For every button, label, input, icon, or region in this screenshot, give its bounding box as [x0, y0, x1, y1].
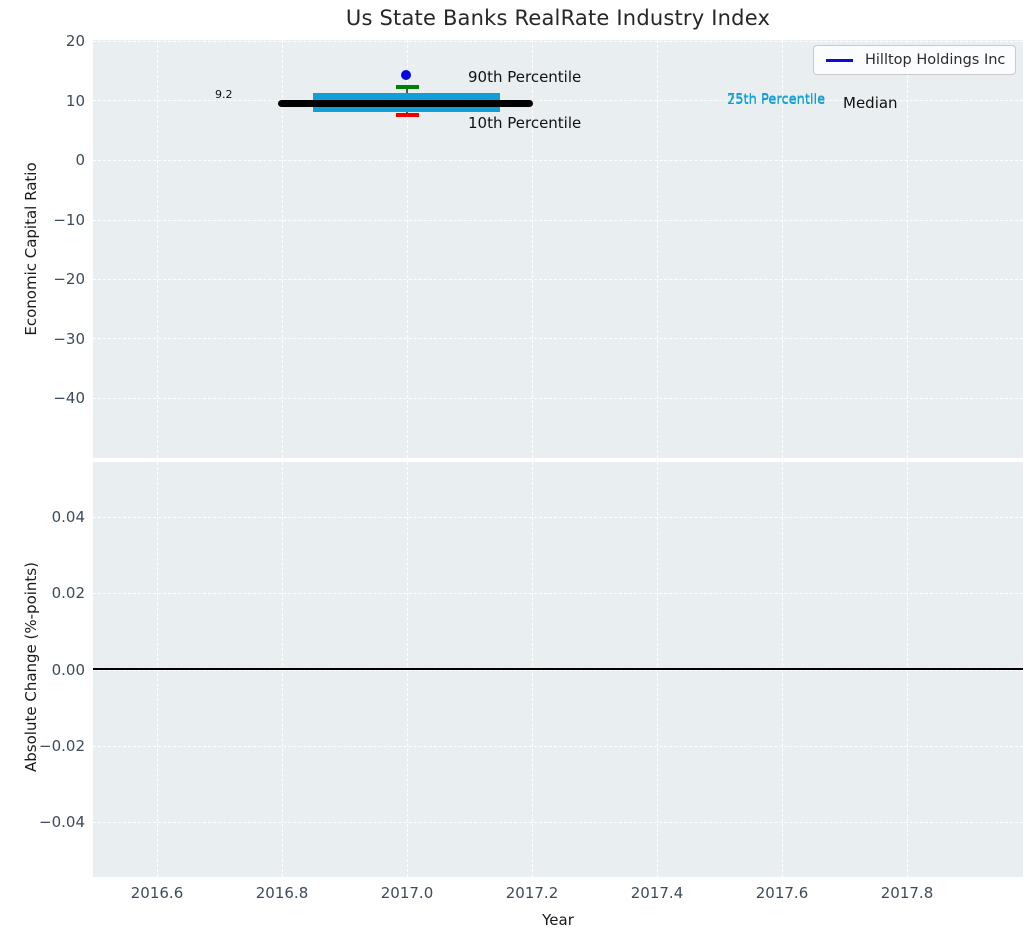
gridline-y-000 — [93, 670, 1023, 671]
legend-line-sample — [826, 58, 853, 62]
gridline-y-0 — [93, 160, 1023, 161]
p25-label: 25th Percentile — [727, 93, 826, 108]
gridline-y-neg002 — [93, 746, 1023, 747]
ytick-bot-000: 0.00 — [51, 661, 85, 679]
p10-cap — [396, 113, 419, 117]
zero-line — [93, 668, 1023, 670]
gridline-x-2016-8 — [282, 40, 283, 458]
gridline-y-002 — [93, 593, 1023, 594]
legend-series-label: Hilltop Holdings Inc — [865, 52, 1006, 68]
gridline-x-2017-6 — [782, 40, 783, 458]
median-value-label: 9.2 — [215, 88, 233, 101]
x-axis-label: Year — [542, 911, 574, 929]
ytick-top-0: 0 — [75, 151, 85, 169]
bottom-axes — [93, 462, 1023, 877]
legend: Hilltop Holdings Inc — [813, 45, 1016, 75]
bottom-y-axis-label: Absolute Change (%-points) — [22, 562, 40, 772]
ytick-top-20: 20 — [65, 32, 85, 50]
p75-label: 75th Percentile — [727, 92, 826, 107]
top-y-axis-label: Economic Capital Ratio — [22, 162, 40, 336]
xtick-2017-6: 2017.6 — [755, 884, 809, 902]
median-label: Median — [843, 94, 898, 112]
xtick-2017-0: 2017.0 — [380, 884, 434, 902]
ytick-top-10: 10 — [65, 92, 85, 110]
ytick-bot-neg002: −0.02 — [39, 737, 85, 755]
xtick-2017-4: 2017.4 — [630, 884, 684, 902]
gridline-x-2017-4 — [657, 40, 658, 458]
gridline-x-2017-2 — [532, 40, 533, 458]
xtick-2017-2: 2017.2 — [505, 884, 559, 902]
gridline-y-neg20 — [93, 279, 1023, 280]
gridline-x-2017-0 — [407, 40, 408, 458]
gridline-y-neg10 — [93, 220, 1023, 221]
xtick-2016-6: 2016.6 — [130, 884, 184, 902]
p10-label: 10th Percentile — [468, 114, 582, 132]
top-axes: 9.2 90th Percentile 10th Percentile 75th… — [93, 40, 1023, 458]
xtick-2016-8: 2016.8 — [255, 884, 309, 902]
gridline-x-2016-6 — [157, 40, 158, 458]
p90-label: 90th Percentile — [468, 68, 582, 86]
ytick-top-neg40: −40 — [53, 389, 85, 407]
chart-title: Us State Banks RealRate Industry Index — [345, 6, 771, 30]
ytick-bot-004: 0.04 — [51, 508, 85, 526]
gridline-y-10 — [93, 100, 1023, 101]
ytick-bot-neg004: −0.04 — [39, 813, 85, 831]
ytick-bot-002: 0.02 — [51, 584, 85, 602]
gridline-y-004 — [93, 517, 1023, 518]
median-line — [278, 100, 533, 107]
ytick-top-neg10: −10 — [53, 211, 85, 229]
gridline-y-neg40 — [93, 398, 1023, 399]
company-marker — [401, 70, 411, 80]
gridline-y-20 — [93, 41, 1023, 42]
xtick-2017-8: 2017.8 — [880, 884, 934, 902]
gridline-y-neg004 — [93, 822, 1023, 823]
ytick-top-neg20: −20 — [53, 270, 85, 288]
gridline-y-neg30 — [93, 338, 1023, 339]
gridline-x-2017-8 — [907, 40, 908, 458]
p90-cap — [396, 85, 419, 89]
ytick-top-neg30: −30 — [53, 330, 85, 348]
